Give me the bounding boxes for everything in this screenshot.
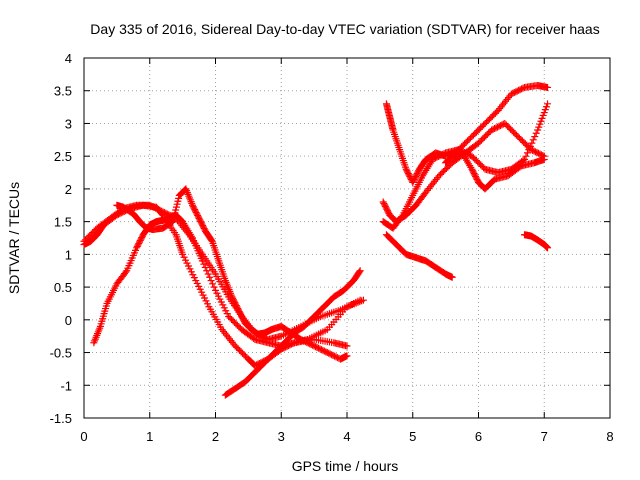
data-point [210,283,218,291]
data-point [355,268,363,276]
data-point [544,244,552,252]
y-tick-label: 1 [65,247,72,262]
data-point [198,257,206,265]
data-point [398,213,406,221]
series-track-6 [382,81,552,186]
axis-ticks [83,57,611,419]
data-point [523,149,531,157]
data-point [532,129,540,137]
y-tick-label: 3 [65,116,72,131]
data-point [544,83,552,91]
series-track-5 [221,267,364,399]
y-tick-label: -1 [60,378,72,393]
x-tick-label: 6 [475,429,482,444]
data-point [207,277,215,285]
data-point [203,267,211,275]
y-tick-label: 1.5 [54,215,72,230]
y-tick-label: 2.5 [54,149,72,164]
data-point [122,268,130,276]
y-tick-label: 3.5 [54,84,72,99]
data-point [525,146,533,154]
data-point [356,267,364,275]
data-point [207,236,215,244]
data-point [209,280,217,288]
y-tick-label: 0.5 [54,280,72,295]
y-tick-label: 2 [65,182,72,197]
y-tick-label: 4 [65,51,72,66]
data-point [448,273,456,281]
data-point [531,133,539,141]
data-point [526,142,534,150]
series-track-11 [521,231,552,252]
x-tick-labels: 0 1 2 3 4 5 6 7 8 [80,429,613,444]
x-tick-label: 8 [606,429,613,444]
data-point [529,136,537,144]
x-tick-label: 1 [146,429,153,444]
data-point [359,296,367,304]
x-tick-label: 7 [541,429,548,444]
data-point [522,152,530,160]
data-point [343,342,351,350]
data-point [544,100,552,108]
data-point [528,139,536,147]
data-point [343,352,351,360]
y-tick-label: -1.5 [50,411,72,426]
x-tick-label: 0 [80,429,87,444]
y-tick-label: -0.5 [50,346,72,361]
x-tick-label: 4 [343,429,350,444]
series-track-9 [382,231,456,281]
data-point [540,155,548,163]
data-point [206,273,214,281]
data-point [200,260,208,268]
y-tick-labels: -1.5 -1 -0.5 0 0.5 1 1.5 2 2.5 3 3.5 4 [50,51,72,426]
y-tick-label: 0 [65,313,72,328]
x-tick-label: 5 [409,429,416,444]
series-track-10 [442,149,548,193]
series-track-8 [379,100,552,232]
x-axis-label: GPS time / hours [292,458,399,474]
data-point [204,270,212,278]
y-axis-label: SDTVAR / TECUs [6,182,22,294]
data-point [168,218,176,226]
data-series [80,81,552,399]
chart-title: Day 335 of 2016, Sidereal Day-to-day VTE… [90,21,599,37]
series-track-4 [113,185,351,363]
x-tick-label: 3 [278,429,285,444]
data-point [201,263,209,271]
x-tick-label: 2 [212,429,219,444]
